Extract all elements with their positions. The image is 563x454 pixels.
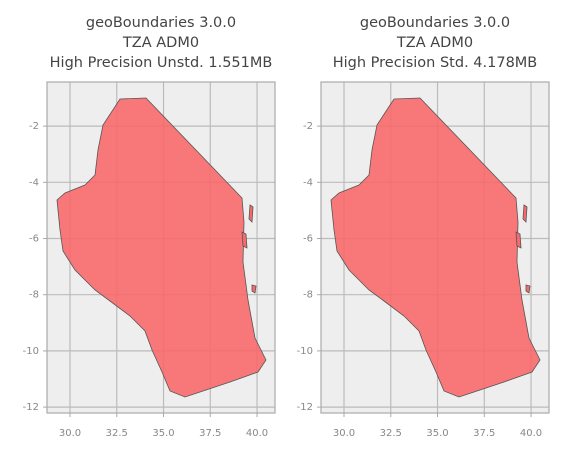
panel-title: geoBoundaries 3.0.0 (86, 15, 236, 31)
x-tick-label: 32.5 (380, 428, 402, 439)
axes-frame (320, 81, 550, 414)
panel-title: High Precision Std. 4.178MB (333, 55, 538, 71)
x-tick-label: 30.0 (59, 428, 81, 439)
y-tick-label: -10 (23, 346, 39, 357)
x-tick-label: 40.0 (246, 428, 268, 439)
x-tick-label: 37.5 (473, 428, 495, 439)
y-tick-label: -10 (297, 346, 313, 357)
x-tick-label: 32.5 (106, 428, 128, 439)
y-tick-label: -12 (297, 402, 313, 413)
x-tick-label: 37.5 (199, 428, 221, 439)
x-tick-label: 30.0 (333, 428, 355, 439)
y-tick-label: -12 (23, 402, 39, 413)
y-tick-label: -2 (303, 121, 313, 132)
y-tick-label: -4 (29, 177, 39, 188)
panel-title: TZA ADM0 (122, 35, 199, 51)
panel-title: geoBoundaries 3.0.0 (360, 15, 510, 31)
y-tick-label: -8 (29, 290, 39, 301)
x-tick-label: 35.0 (152, 428, 174, 439)
panel-title: TZA ADM0 (396, 35, 473, 51)
y-tick-label: -6 (303, 234, 313, 245)
x-tick-label: 40.0 (520, 428, 542, 439)
panel-title: High Precision Unstd. 1.551MB (50, 55, 273, 71)
axes-frame (46, 81, 276, 414)
y-tick-label: -8 (303, 290, 313, 301)
x-tick-label: 35.0 (426, 428, 448, 439)
y-tick-label: -2 (29, 121, 39, 132)
y-tick-label: -6 (29, 234, 39, 245)
y-tick-label: -4 (303, 177, 313, 188)
